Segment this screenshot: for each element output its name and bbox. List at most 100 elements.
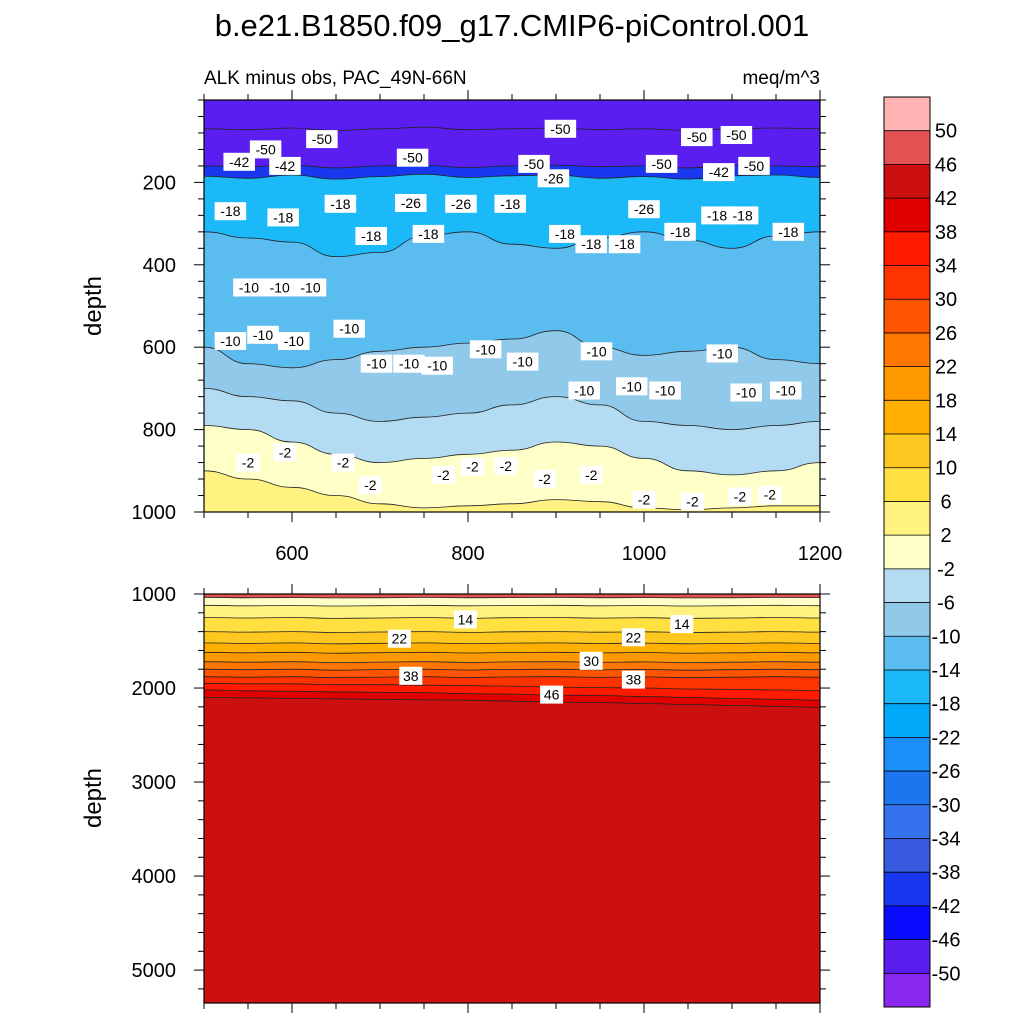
contour-label: -50 <box>544 119 577 138</box>
contour-label-text: -10 <box>512 354 532 370</box>
contour-label: -10 <box>247 325 279 344</box>
contour-label-box <box>540 685 564 704</box>
contour-label-text: 22 <box>626 629 642 645</box>
contour-label: -18 <box>664 222 696 241</box>
contour-label: -50 <box>720 126 753 144</box>
contour-label: -26 <box>628 200 660 219</box>
contour-label-text: -18 <box>555 226 575 242</box>
colorbar-swatch <box>884 535 930 570</box>
contour-line <box>204 642 820 645</box>
contour-label-box <box>421 356 453 375</box>
colorbar-swatch <box>884 939 930 974</box>
contour-line <box>204 126 820 131</box>
colorbar-label: -6 <box>937 593 955 615</box>
contour-label: 38 <box>621 670 645 689</box>
colorbar-label: -34 <box>932 828 961 850</box>
upper-axes: 600 800 1000 1200 200 400 600 800 1000 <box>132 90 842 565</box>
colorbar-label: 10 <box>935 458 957 480</box>
contour-label-text: -18 <box>418 226 438 242</box>
contour-label: 38 <box>399 666 423 685</box>
contour-label: 14 <box>453 610 477 629</box>
contour-label: -18 <box>575 235 607 254</box>
contour-label-text: -2 <box>242 455 255 471</box>
colorbar-label: 26 <box>935 323 957 345</box>
contour-label-box <box>580 342 613 361</box>
contour-label-box <box>236 453 260 472</box>
contour-label-box <box>769 381 802 400</box>
contour-label-box <box>701 206 733 225</box>
contour-label-box <box>214 202 247 221</box>
contour-label-box <box>568 381 600 400</box>
colorbar-swatch <box>884 669 930 705</box>
contour-label-text: -10 <box>736 385 756 401</box>
colorbar-swatch <box>884 130 930 165</box>
colorbar-label: 38 <box>935 222 957 244</box>
contour-label-text: -18 <box>778 224 798 240</box>
contour-label-box <box>399 666 423 685</box>
contour-label-text: -10 <box>339 321 359 337</box>
contour-label-text: -26 <box>634 201 654 217</box>
colorbar-swatch <box>884 332 930 368</box>
y-tick-label: 4000 <box>132 866 177 888</box>
contour-label-text: -2 <box>437 467 450 483</box>
contour-label-box <box>267 208 299 227</box>
y-tick-label: 200 <box>143 172 176 194</box>
contour-label: -10 <box>263 278 296 297</box>
x-tick-label: 800 <box>451 543 484 565</box>
colorbar-swatch <box>884 299 930 334</box>
contour-label-box <box>537 169 570 188</box>
contour-label-box <box>681 128 713 147</box>
contour-label-text: -18 <box>707 207 727 223</box>
contour-label: -18 <box>214 202 247 221</box>
contour-label-text: -26 <box>451 196 471 212</box>
contour-line <box>204 231 820 258</box>
contour-label-box <box>628 200 660 219</box>
upper-contour-lines <box>204 126 820 511</box>
contour-label-text: -10 <box>586 343 606 359</box>
contour-label-box <box>621 670 645 689</box>
colorbar-swatch <box>884 501 930 536</box>
contour-label: -26 <box>395 194 427 212</box>
y-tick-label: 2000 <box>132 678 177 700</box>
contour-label-box <box>324 194 357 213</box>
contour-label: -10 <box>706 344 739 363</box>
contour-label-box <box>720 126 753 144</box>
upper-panel: -50-50-50 -50-50-50-50 -50-50-42 -42 -42-26-… <box>80 90 842 565</box>
contour-label-box <box>664 222 696 241</box>
contour-label-text: -10 <box>270 280 290 296</box>
contour-label-box <box>431 465 455 484</box>
colorbar-swatch <box>884 804 930 839</box>
contour-label-box <box>544 119 577 138</box>
contour-label-text: -42 <box>709 164 729 180</box>
contour-line <box>204 617 820 619</box>
contour-label: -18 <box>412 224 445 243</box>
colorbar-swatch <box>884 434 930 469</box>
contour-label: -10 <box>769 381 802 400</box>
contour-label-box <box>396 148 429 167</box>
colorbar-swatch <box>884 198 930 233</box>
colorbar-swatch <box>884 602 930 637</box>
contour-label-box <box>549 224 581 243</box>
contour-label-box <box>730 383 762 402</box>
colorbar-label: 30 <box>935 289 957 311</box>
contour-line <box>204 661 820 664</box>
contour-label: -18 <box>772 222 805 241</box>
contour-label-box <box>494 456 518 475</box>
contour-label-text: -10 <box>655 383 675 399</box>
contour-label-text: -18 <box>732 207 752 223</box>
contour-label-box <box>494 194 526 213</box>
y-tick-label: 1000 <box>132 584 177 606</box>
contour-label: 14 <box>670 615 694 634</box>
contour-label-text: -2 <box>686 494 699 510</box>
contour-label: -2 <box>494 456 518 475</box>
contour-label: -42 <box>269 156 301 175</box>
contour-label-text: -18 <box>500 196 520 212</box>
contour-label-box <box>758 485 782 504</box>
contour-label-text: -50 <box>524 156 544 172</box>
y-tick-label: 400 <box>143 255 176 277</box>
contour-label-text: 38 <box>403 668 419 684</box>
contour-label-text: 38 <box>626 672 642 688</box>
contour-label: -18 <box>608 235 641 254</box>
contour-label-text: -50 <box>687 129 707 145</box>
contour-line <box>204 596 820 599</box>
